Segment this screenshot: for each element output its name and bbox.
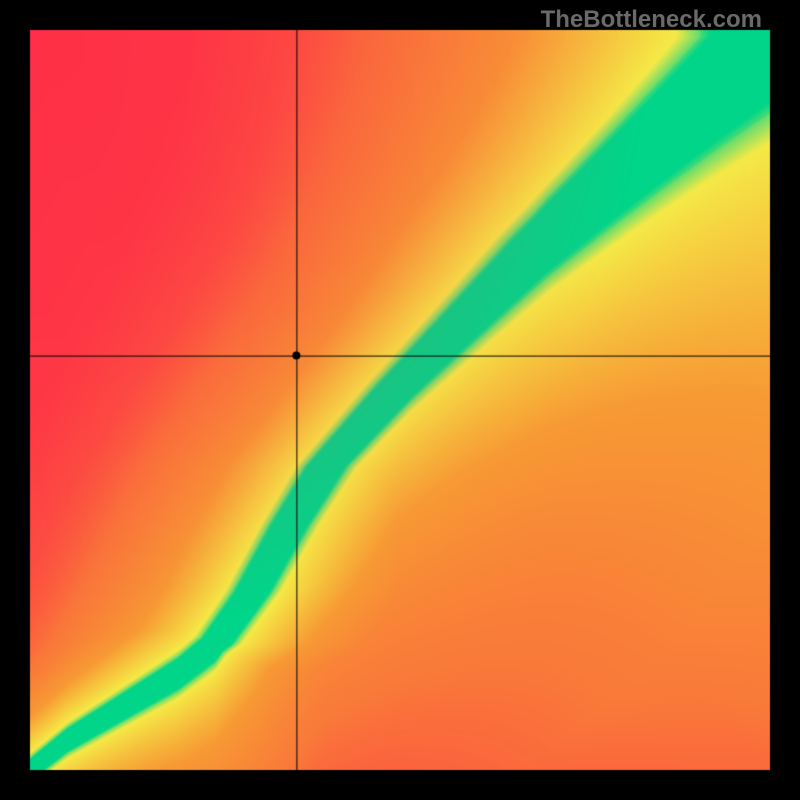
heatmap-canvas [0, 0, 800, 800]
chart-container: { "heatmap": { "type": "heatmap", "canva… [0, 0, 800, 800]
